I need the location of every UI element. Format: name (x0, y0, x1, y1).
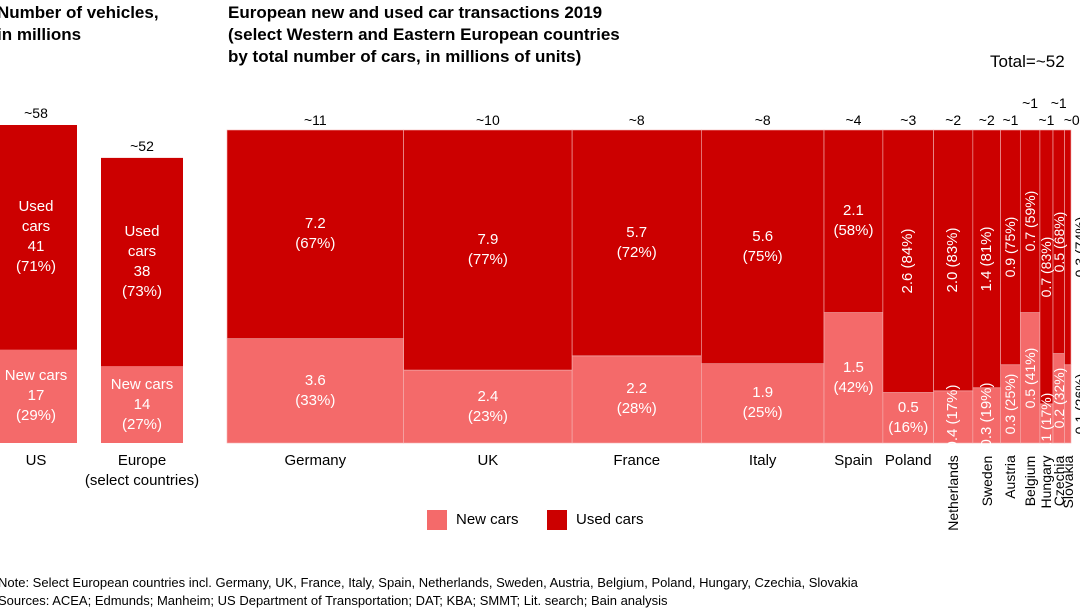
x-tick-label: Poland (884, 452, 932, 469)
mekko-segment (571, 129, 702, 357)
data-label: 0.2 (32%) (1050, 367, 1067, 429)
x-tick-label: Europe (select countries) (84, 452, 200, 489)
width-label: ~8 (628, 112, 645, 128)
data-label: New cars 14 (27%) (110, 375, 174, 433)
data-label: 0.5 (68%) (1050, 211, 1067, 273)
mekko-segment (571, 355, 702, 444)
data-label: 0.3 (19%) (977, 382, 995, 448)
legend-swatch (427, 510, 447, 530)
sources: Sources: ACEA; Edmunds; Manheim; US Depa… (0, 593, 668, 608)
width-label: ~1 (1002, 112, 1019, 128)
chart-title: European new and used car transactions 2… (228, 3, 620, 66)
mekko-segment (882, 392, 934, 444)
x-tick-label: Slovakia (1059, 455, 1076, 508)
data-label: 1.4 (81%) (977, 226, 995, 292)
width-label: ~3 (900, 112, 917, 128)
data-label: 0.3 (74%) (1072, 217, 1080, 278)
width-label: ~10 (476, 112, 500, 128)
bar-segment (0, 125, 77, 350)
data-label: Used cars 41 (71%) (15, 198, 57, 276)
chart-title: Number of vehicles, in millions (0, 3, 159, 44)
x-tick-label: Italy (748, 452, 777, 469)
x-tick-label: France (613, 452, 661, 469)
width-label: ~1 (1038, 112, 1055, 128)
mekko-segment (933, 129, 974, 392)
total-label: ~58 (24, 105, 48, 121)
bar-segment (101, 366, 183, 443)
x-tick-label: Austria (1002, 455, 1019, 499)
width-label: ~2 (945, 112, 962, 128)
width-label: ~0 (1063, 112, 1080, 128)
mekko-segment (882, 129, 934, 393)
data-label: 0.3 (25%) (1002, 373, 1019, 435)
data-label: 0.4 (17%) (944, 384, 962, 450)
data-label: 0.1 (26%) (1072, 373, 1080, 435)
data-label: 5.7 (72%) (616, 223, 657, 261)
mekko-segment (972, 129, 1001, 389)
bar-segment (101, 157, 183, 367)
data-label: 7.2 (67%) (295, 215, 336, 253)
width-label: ~8 (754, 112, 771, 128)
data-label: 2.1 (58%) (833, 202, 874, 240)
data-label: 0.5 (16%) (888, 398, 929, 436)
data-label: 2.4 (23%) (467, 387, 508, 425)
mekko-segment (972, 387, 1001, 444)
legend-label: New cars (456, 511, 519, 528)
width-label: ~4 (845, 112, 862, 128)
x-tick-label: US (25, 452, 47, 469)
data-label: New cars 17 (29%) (4, 367, 68, 425)
x-tick-label: Netherlands (945, 455, 962, 531)
mekko-segment (403, 129, 573, 371)
data-label: Used cars 38 (73%) (121, 223, 163, 301)
x-tick-label: Spain (834, 452, 873, 469)
width-label: ~2 (978, 112, 995, 128)
width-label: ~11 (303, 112, 327, 128)
x-tick-label: UK (477, 452, 499, 469)
data-label: 7.9 (77%) (467, 231, 508, 269)
mekko-segment (1064, 129, 1072, 366)
data-label: 2.0 (83%) (944, 227, 962, 293)
data-label: 5.6 (75%) (742, 227, 783, 265)
mekko-segment (823, 129, 884, 313)
total-label: Total=~52 (990, 52, 1065, 71)
total-label: ~52 (130, 137, 154, 154)
x-tick-label: Sweden (978, 455, 995, 506)
legend-label: Used cars (576, 511, 644, 528)
width-label: ~1 (1050, 95, 1067, 111)
legend-swatch (547, 510, 567, 530)
mekko-segment (701, 363, 825, 444)
data-label: 2.6 (84%) (899, 228, 917, 294)
width-label: ~1 (1022, 95, 1039, 111)
mekko-segment (933, 390, 974, 444)
data-label: 1.5 (42%) (833, 358, 874, 396)
bar-segment (0, 349, 77, 443)
mekko-segment (701, 129, 825, 365)
note: Note: Select European countries incl. Ge… (0, 575, 858, 590)
x-tick-label: Germany (284, 452, 347, 469)
mekko-segment (226, 338, 404, 444)
data-label: 2.2 (28%) (616, 380, 657, 418)
mekko-segment (226, 129, 404, 339)
data-label: 3.6 (33%) (295, 371, 336, 409)
data-label: 0.9 (75%) (1002, 217, 1019, 278)
data-label: 1.9 (25%) (742, 384, 783, 422)
